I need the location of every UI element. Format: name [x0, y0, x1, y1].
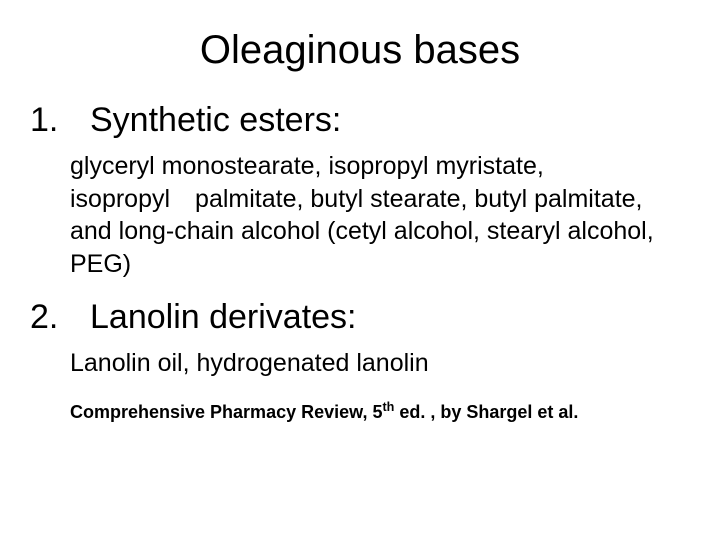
citation-sup: th: [382, 400, 394, 414]
section-2-num: 2.: [30, 298, 90, 337]
section-2-heading: 2. Lanolin derivates:: [30, 298, 690, 337]
section-1-num: 1.: [30, 101, 90, 140]
section-2: 2. Lanolin derivates: Lanolin oil, hydro…: [30, 298, 690, 380]
citation-suffix: ed. , by Shargel et al.: [394, 402, 578, 422]
section-1: 1. Synthetic esters: glyceryl monosteara…: [30, 101, 690, 280]
citation: Comprehensive Pharmacy Review, 5th ed. ,…: [70, 400, 690, 423]
section-2-body: Lanolin oil, hydrogenated lanolin: [70, 347, 670, 380]
citation-prefix: Comprehensive Pharmacy Review, 5: [70, 402, 382, 422]
slide-title: Oleaginous bases: [30, 28, 690, 73]
section-1-body: glyceryl monostearate, isopropyl myrista…: [70, 150, 670, 280]
section-1-label: Synthetic esters:: [90, 101, 341, 140]
slide: Oleaginous bases 1. Synthetic esters: gl…: [0, 0, 720, 540]
section-1-heading: 1. Synthetic esters:: [30, 101, 690, 140]
section-2-label: Lanolin derivates:: [90, 298, 357, 337]
